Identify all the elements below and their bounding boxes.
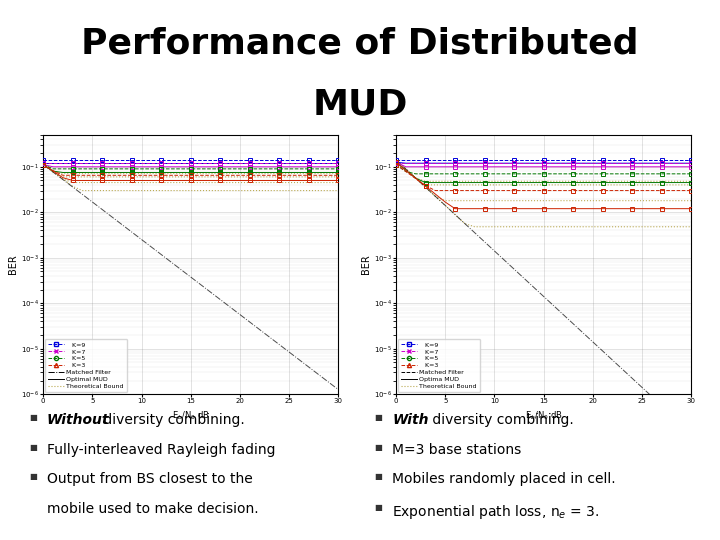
Text: ■: ■ [29,413,37,422]
Text: ■: ■ [374,413,382,422]
Text: ■: ■ [374,443,382,452]
Text: mobile used to make decision.: mobile used to make decision. [47,502,258,516]
Legend:    K=9,    K=7,    K=5,    K=3, Matched Filter, Optima MUD, Theoretical Bound: K=9, K=7, K=5, K=3, Matched Filter, Opti… [398,339,480,393]
Legend:    K=9,    K=7,    K=5,    K=3, Matched Filter, Optimal MUD, Theoretical Bound: K=9, K=7, K=5, K=3, Matched Filter, Opti… [45,339,127,393]
Text: MUD: MUD [312,87,408,122]
Text: M=3 base stations: M=3 base stations [392,443,522,457]
X-axis label: E$_b$/N$_0$ dB: E$_b$/N$_0$ dB [172,410,210,422]
Text: diversity combining.: diversity combining. [99,413,244,427]
Text: With: With [392,413,429,427]
Text: Performance of Distributed: Performance of Distributed [81,27,639,61]
Y-axis label: BER: BER [9,255,18,274]
Text: ■: ■ [29,472,37,482]
Text: diversity combining.: diversity combining. [428,413,574,427]
Text: Fully-interleaved Rayleigh fading: Fully-interleaved Rayleigh fading [47,443,275,457]
Text: ■: ■ [29,443,37,452]
Text: Without: Without [47,413,109,427]
Text: Exponential path loss, n$_e$ = 3.: Exponential path loss, n$_e$ = 3. [392,503,600,521]
X-axis label: E$_b$/N$_0$ dB: E$_b$/N$_0$ dB [525,410,562,422]
Text: Mobiles randomly placed in cell.: Mobiles randomly placed in cell. [392,472,616,487]
Text: ■: ■ [374,503,382,512]
Y-axis label: BER: BER [361,255,371,274]
Text: ■: ■ [374,472,382,482]
Text: Output from BS closest to the: Output from BS closest to the [47,472,253,487]
